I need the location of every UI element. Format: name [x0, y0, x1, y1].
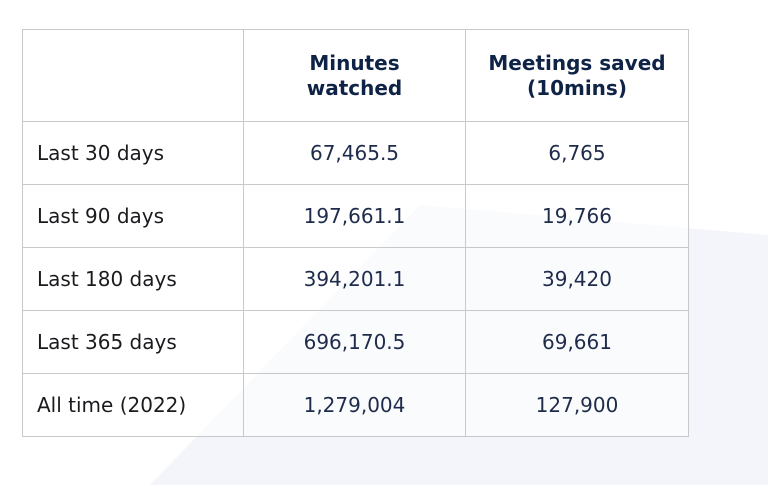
table-row: Last 30 days 67,465.5 6,765: [22, 121, 689, 185]
minutes-value: 1,279,004: [243, 373, 466, 437]
stats-table: Minutes watched Meetings saved (10mins) …: [22, 29, 689, 437]
meetings-value: 69,661: [465, 310, 689, 374]
header-meetings-text: Meetings saved (10mins): [488, 50, 666, 100]
meetings-value: 6,765: [465, 121, 689, 185]
header-minutes-text: Minutes watched: [306, 50, 403, 100]
row-label: Last 180 days: [22, 247, 244, 311]
row-label: Last 30 days: [22, 121, 244, 185]
minutes-value: 696,170.5: [243, 310, 466, 374]
table-header-row: Minutes watched Meetings saved (10mins): [22, 29, 689, 122]
table-row: Last 180 days 394,201.1 39,420: [22, 247, 689, 311]
row-label: Last 365 days: [22, 310, 244, 374]
meetings-value: 19,766: [465, 184, 689, 248]
minutes-value: 197,661.1: [243, 184, 466, 248]
minutes-value: 67,465.5: [243, 121, 466, 185]
meetings-value: 39,420: [465, 247, 689, 311]
header-row-label: [22, 29, 244, 122]
minutes-value: 394,201.1: [243, 247, 466, 311]
row-label: Last 90 days: [22, 184, 244, 248]
row-label: All time (2022): [22, 373, 244, 437]
header-minutes-watched: Minutes watched: [243, 29, 466, 122]
table-row: Last 365 days 696,170.5 69,661: [22, 310, 689, 374]
header-meetings-saved: Meetings saved (10mins): [465, 29, 689, 122]
meetings-value: 127,900: [465, 373, 689, 437]
table-row: All time (2022) 1,279,004 127,900: [22, 373, 689, 437]
table-row: Last 90 days 197,661.1 19,766: [22, 184, 689, 248]
